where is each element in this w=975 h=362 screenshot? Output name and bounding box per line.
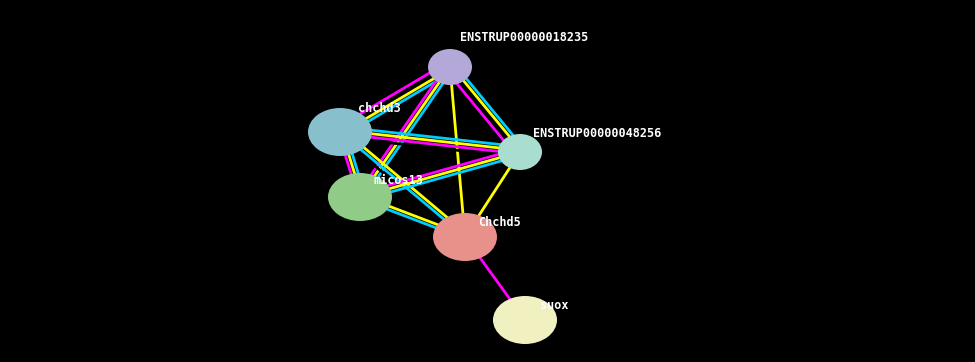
- Ellipse shape: [498, 134, 542, 170]
- Text: ENSTRUP00000048256: ENSTRUP00000048256: [533, 127, 661, 140]
- Text: ENSTRUP00000018235: ENSTRUP00000018235: [460, 31, 588, 44]
- Text: micos13: micos13: [373, 174, 423, 187]
- Ellipse shape: [433, 213, 497, 261]
- Text: Chchd5: Chchd5: [478, 216, 521, 229]
- Ellipse shape: [493, 296, 557, 344]
- Ellipse shape: [328, 173, 392, 221]
- Ellipse shape: [428, 49, 472, 85]
- Text: suox: suox: [540, 299, 568, 312]
- Ellipse shape: [308, 108, 372, 156]
- Text: chchd3: chchd3: [358, 102, 401, 115]
